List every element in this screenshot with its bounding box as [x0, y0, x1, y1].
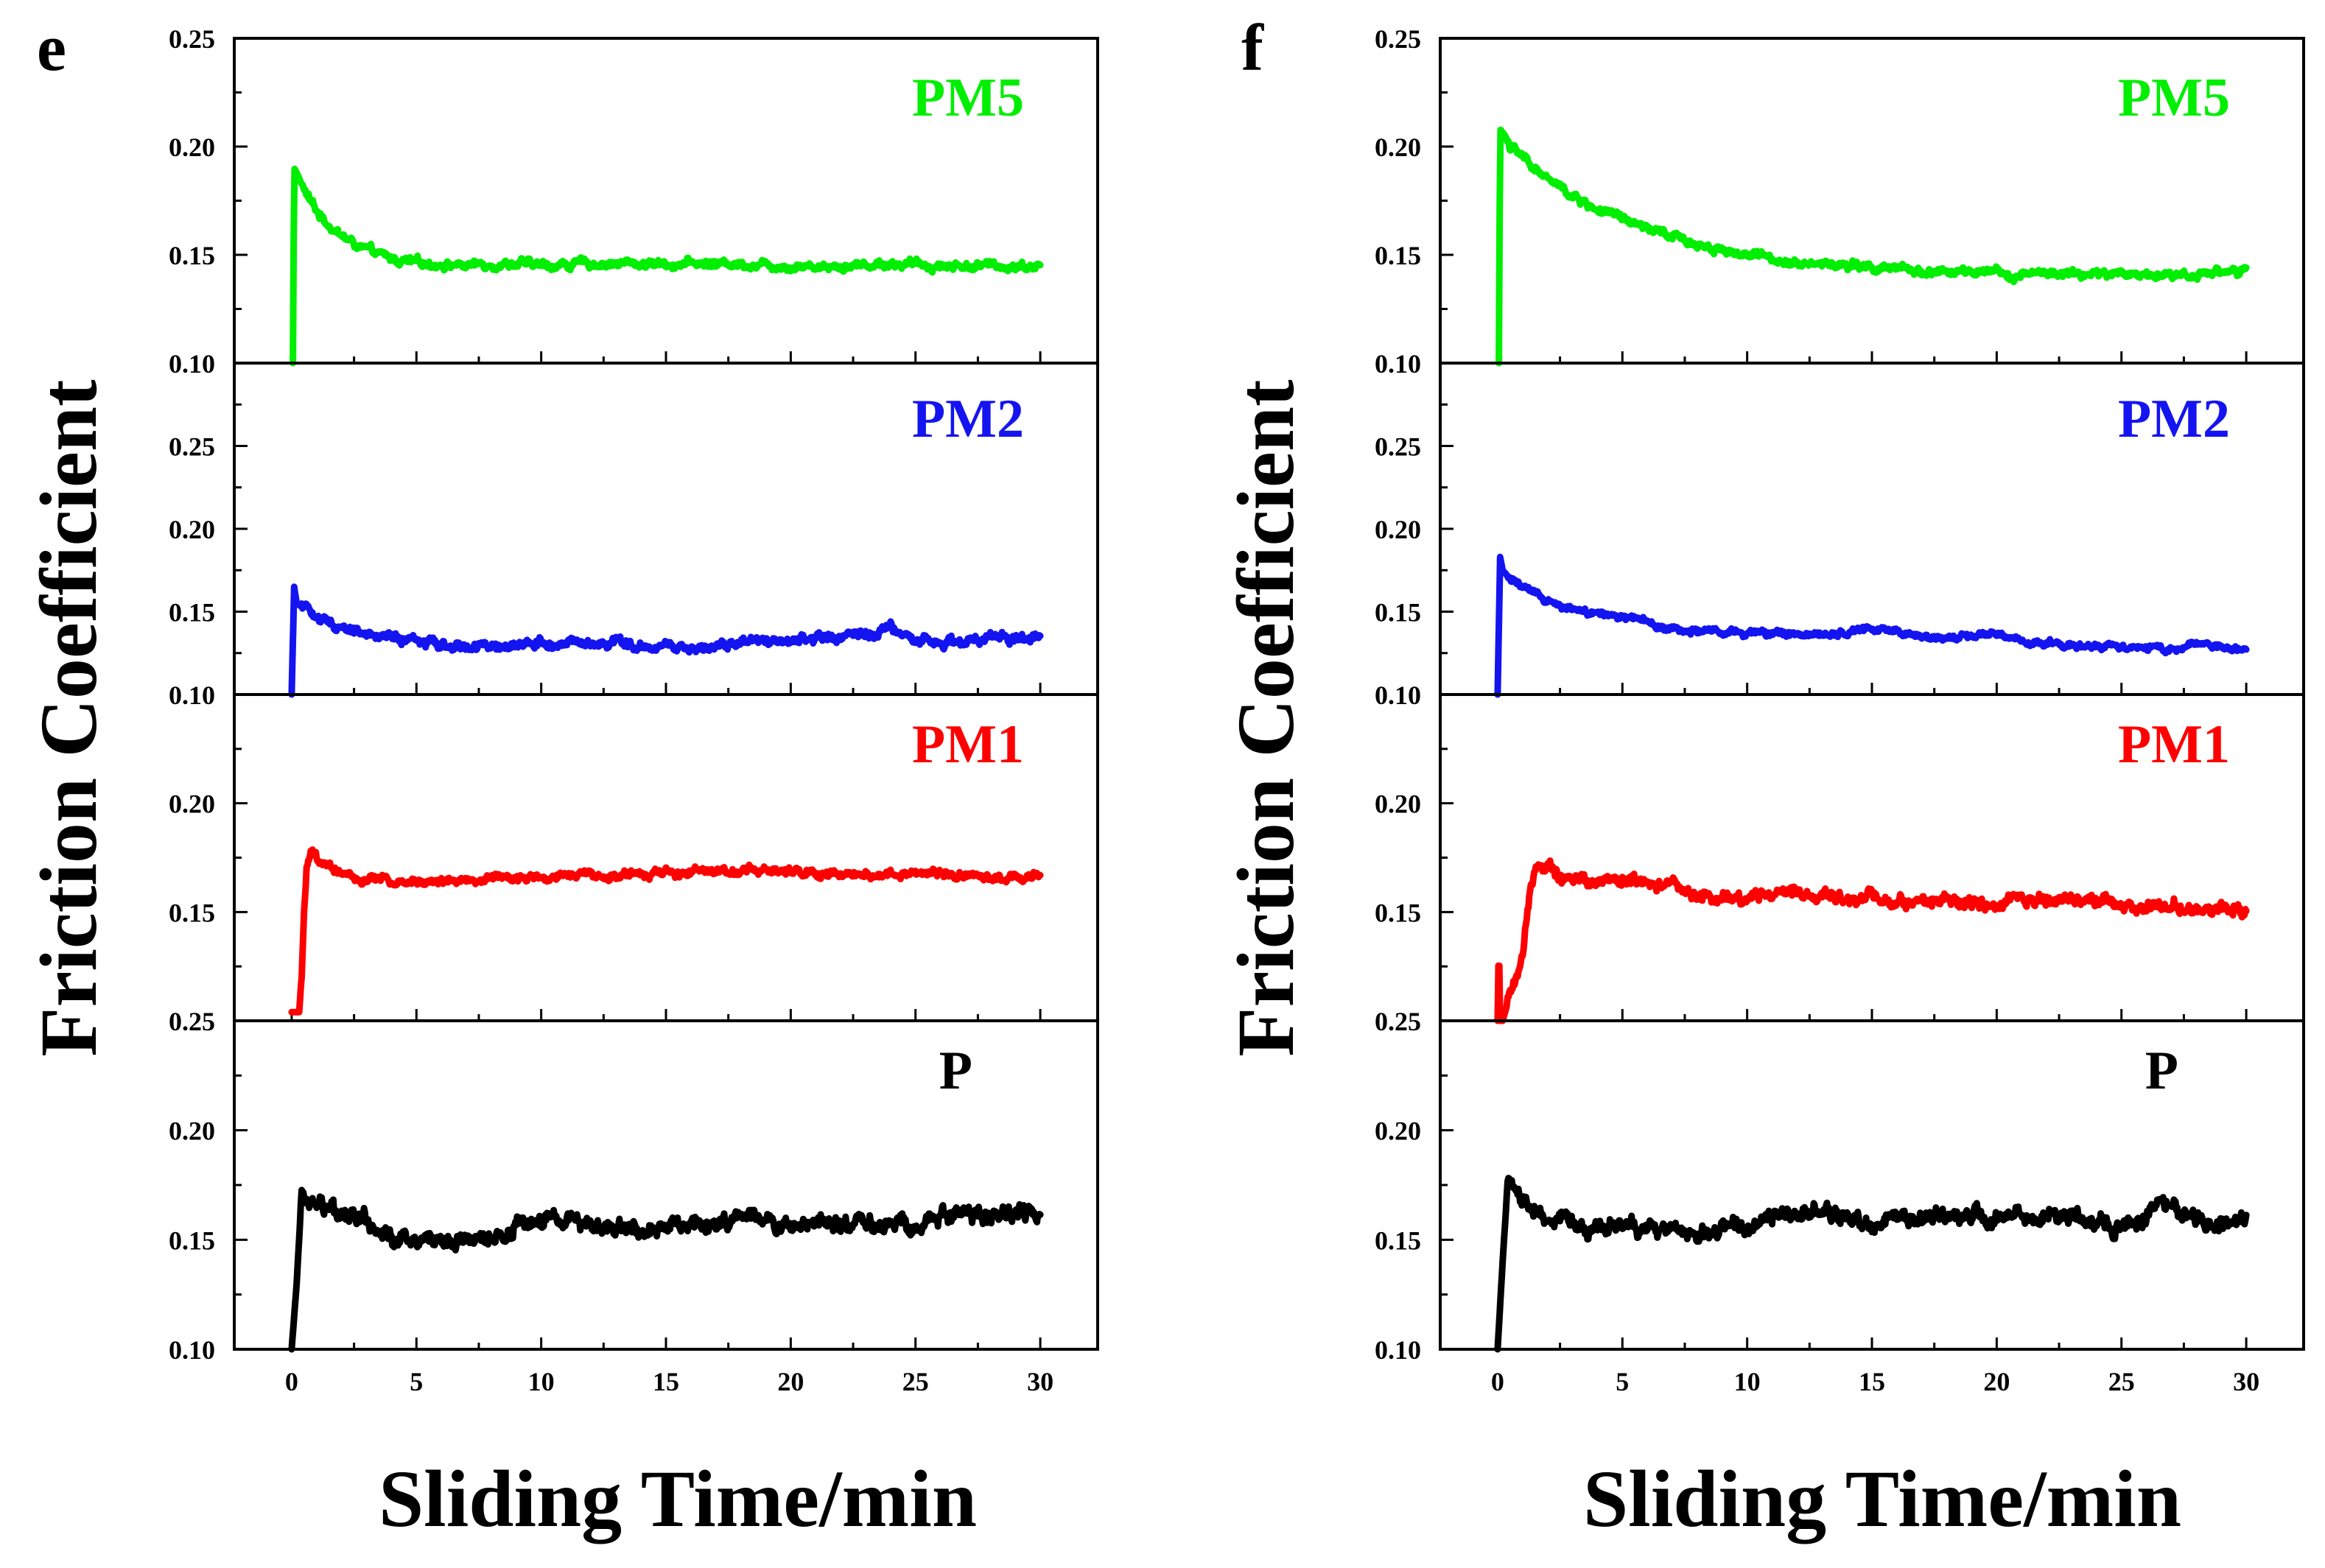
y-tick-label: 0.20	[169, 1117, 215, 1146]
y-tick-label: 0.10	[1375, 1335, 1421, 1365]
chart-panel-e: e 0.250.200.150.10PM50.250.200.150.10PM20…	[24, 12, 1099, 1544]
y-tick-label: 0.25	[1375, 24, 1421, 54]
y-tick-label: 0.25	[169, 24, 215, 54]
series-line-pm1	[288, 846, 1044, 1016]
y-tick-label: 0.15	[1375, 598, 1421, 627]
x-tick-label: 10	[1734, 1367, 1761, 1396]
subplot-pm2: 0.25 0.20 0.15 0.10 PM2	[1375, 362, 2305, 710]
series-line-pm2	[1494, 553, 2250, 698]
x-tick-label: 10	[528, 1367, 555, 1396]
series-label: PM1	[2118, 714, 2230, 775]
y-tick-label: 0.15	[1375, 1226, 1421, 1255]
x-tick-label: 15	[653, 1367, 679, 1396]
series-line-p	[1494, 1175, 2250, 1353]
subplot-p: 0.20 0.15 0.10 P	[1375, 1019, 2305, 1365]
series-label: PM5	[2118, 68, 2230, 128]
series-line-pm1	[1494, 857, 2250, 1024]
x-tick-label: 20	[1983, 1367, 2010, 1396]
subplot-pm5: 0.25 0.20 0.15 0.10 PM5	[169, 24, 1099, 379]
series-line-pm5	[290, 165, 1044, 367]
subplot-frame	[233, 1019, 1099, 1351]
y-tick-label: 0.25	[169, 432, 215, 462]
series-label: PM5	[912, 68, 1024, 128]
y-tick-label: 0.15	[1375, 898, 1421, 927]
x-axis-title: Sliding Time/min	[379, 1454, 977, 1544]
y-tick-label: 0.20	[1375, 1117, 1421, 1146]
y-tick-label: 0.20	[169, 790, 215, 819]
series-label: PM1	[912, 714, 1024, 775]
y-tick-label: 0.15	[169, 898, 215, 927]
y-axis-title: Friction Coefficient	[1221, 379, 1311, 1057]
y-tick-label: 0.25	[1375, 432, 1421, 462]
y-tick-label: 0.20	[1375, 790, 1421, 819]
y-tick-label: 0.15	[169, 241, 215, 270]
x-tick-label: 15	[1859, 1367, 1885, 1396]
series-label: PM2	[2118, 389, 2230, 449]
y-tick-label: 0.10	[1375, 681, 1421, 710]
x-tick-label: 0	[285, 1367, 298, 1396]
x-axis-title: Sliding Time/min	[1583, 1454, 2181, 1544]
subplot-p: 0.20 0.15 0.10 P	[169, 1019, 1099, 1365]
series-line-p	[288, 1186, 1044, 1353]
subplot-pm5: 0.25 0.20 0.15 0.10 PM5	[1375, 24, 2305, 379]
x-tick-label: 30	[1027, 1367, 1053, 1396]
x-tick-label: 30	[2233, 1367, 2259, 1396]
panel-label: f	[1241, 12, 1264, 85]
subplot-pm2: 0.25 0.20 0.15 0.10 PM2	[169, 362, 1099, 710]
x-tick-label: 5	[410, 1367, 423, 1396]
y-tick-label: 0.10	[169, 349, 215, 379]
x-tick-label: 0	[1491, 1367, 1504, 1396]
series-line-pm5	[1495, 126, 2250, 367]
series-line-pm2	[288, 583, 1044, 698]
y-tick-label: 0.25	[1375, 1007, 1421, 1036]
panel-label: e	[37, 12, 66, 85]
subplot-frame	[1439, 1019, 2305, 1351]
y-tick-label: 0.20	[1375, 515, 1421, 544]
x-tick-label: 25	[2108, 1367, 2135, 1396]
x-tick-label: 25	[902, 1367, 929, 1396]
x-tick-label: 5	[1616, 1367, 1629, 1396]
y-tick-label: 0.20	[1375, 133, 1421, 162]
y-tick-label: 0.10	[169, 681, 215, 710]
y-tick-label: 0.15	[169, 598, 215, 627]
y-tick-label: 0.25	[169, 1007, 215, 1036]
y-axis-title: Friction Coefficient	[24, 379, 113, 1057]
y-tick-label: 0.20	[169, 133, 215, 162]
y-tick-label: 0.10	[169, 1335, 215, 1365]
chart-panel-f: f 0.250.200.150.10PM50.250.200.150.10PM20…	[1221, 12, 2305, 1544]
series-label: PM2	[912, 389, 1024, 449]
series-label: P	[2145, 1041, 2178, 1101]
y-tick-label: 0.15	[1375, 241, 1421, 270]
y-tick-label: 0.15	[169, 1226, 215, 1255]
y-tick-label: 0.20	[169, 515, 215, 544]
y-tick-label: 0.10	[1375, 349, 1421, 379]
x-tick-label: 20	[777, 1367, 804, 1396]
series-label: P	[939, 1041, 972, 1101]
